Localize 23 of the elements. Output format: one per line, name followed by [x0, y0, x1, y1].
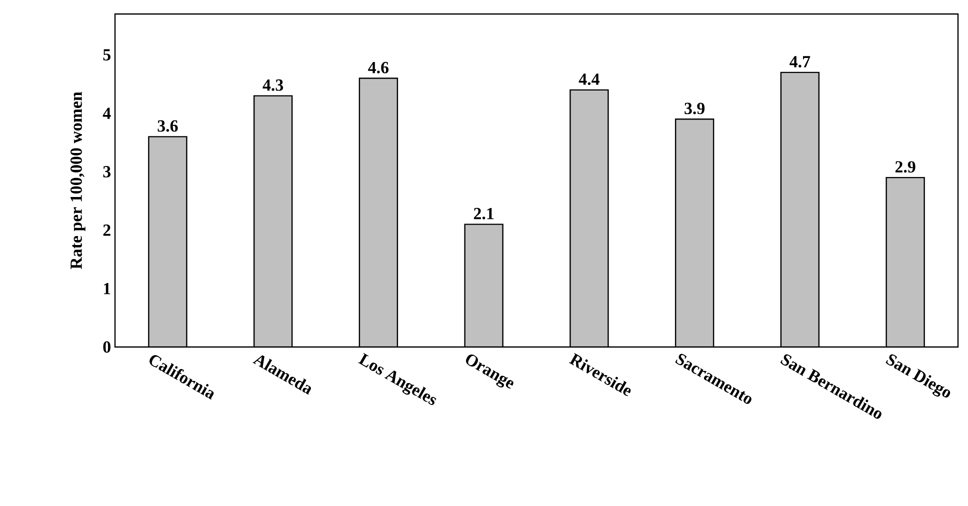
bar [886, 176, 925, 347]
bar [570, 89, 609, 347]
data-label: 3.9 [684, 102, 705, 114]
bar [674, 118, 714, 347]
data-label: 4.4 [578, 74, 600, 86]
data-label: 4.7 [790, 56, 810, 68]
bar [148, 136, 188, 347]
data-label: 3.6 [158, 120, 178, 132]
y-tick-label: 2 [103, 224, 110, 236]
bar [780, 72, 820, 347]
data-label: 4.3 [262, 79, 284, 91]
y-tick-label: 5 [103, 49, 110, 61]
y-tick-label: 3 [103, 166, 111, 178]
bar [253, 95, 293, 347]
y-tick-label: 1 [104, 282, 110, 294]
data-label: 2.1 [474, 208, 494, 220]
data-label: 2.9 [895, 161, 916, 173]
bar [358, 78, 398, 347]
y-axis-title: Rate per 100,000 women [70, 92, 86, 270]
data-label: 4.6 [368, 62, 389, 74]
bar [464, 224, 504, 347]
y-tick-label: 4 [102, 108, 111, 119]
y-tick-label: 0 [103, 341, 110, 353]
